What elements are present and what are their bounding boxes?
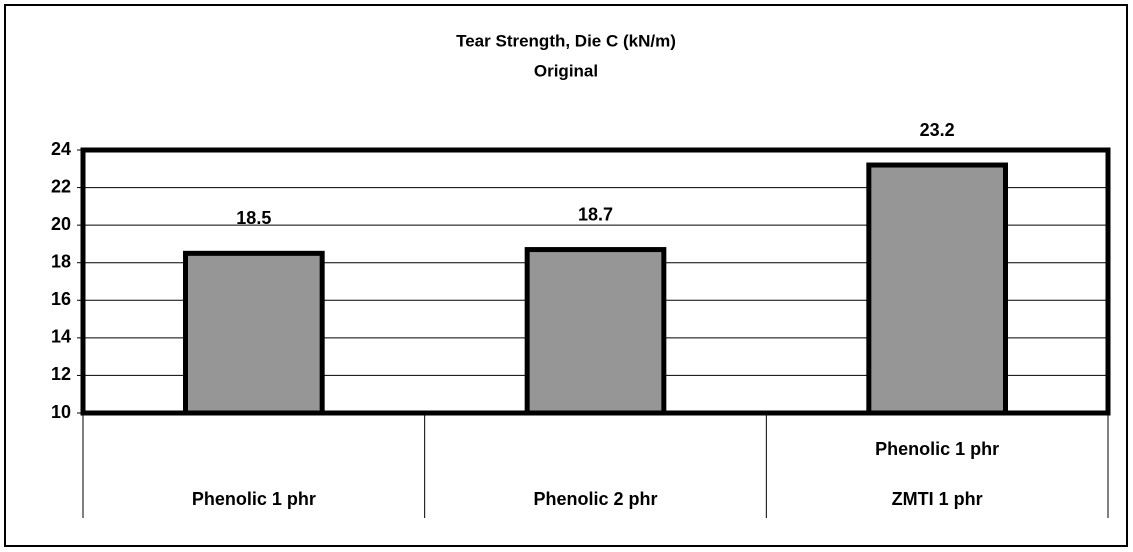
y-tick-label: 20 — [51, 214, 71, 234]
x-tick-label: Phenolic 2 phr — [533, 489, 657, 509]
y-tick-label: 22 — [51, 176, 71, 196]
y-tick-label: 16 — [51, 289, 71, 309]
bar — [183, 250, 325, 416]
data-label: 18.5 — [236, 208, 271, 228]
y-tick-label: 14 — [51, 327, 71, 347]
y-tick-label: 18 — [51, 251, 71, 271]
chart-title: Tear Strength, Die C (kN/m) — [456, 31, 676, 50]
bar — [866, 162, 1008, 416]
y-tick-label: 10 — [51, 402, 71, 422]
data-label: 18.7 — [578, 204, 613, 224]
x-tick-label: ZMTI 1 phr — [892, 489, 983, 509]
data-label: 23.2 — [920, 120, 955, 140]
plot-border — [80, 147, 1111, 416]
y-tick-label: 12 — [51, 364, 71, 384]
chart-subtitle: Original — [534, 61, 598, 80]
y-tick-label: 24 — [51, 139, 71, 159]
x-tick-label: Phenolic 1 phr — [192, 489, 316, 509]
bar — [524, 247, 667, 416]
x-tick-label: Phenolic 1 phr — [875, 439, 999, 459]
